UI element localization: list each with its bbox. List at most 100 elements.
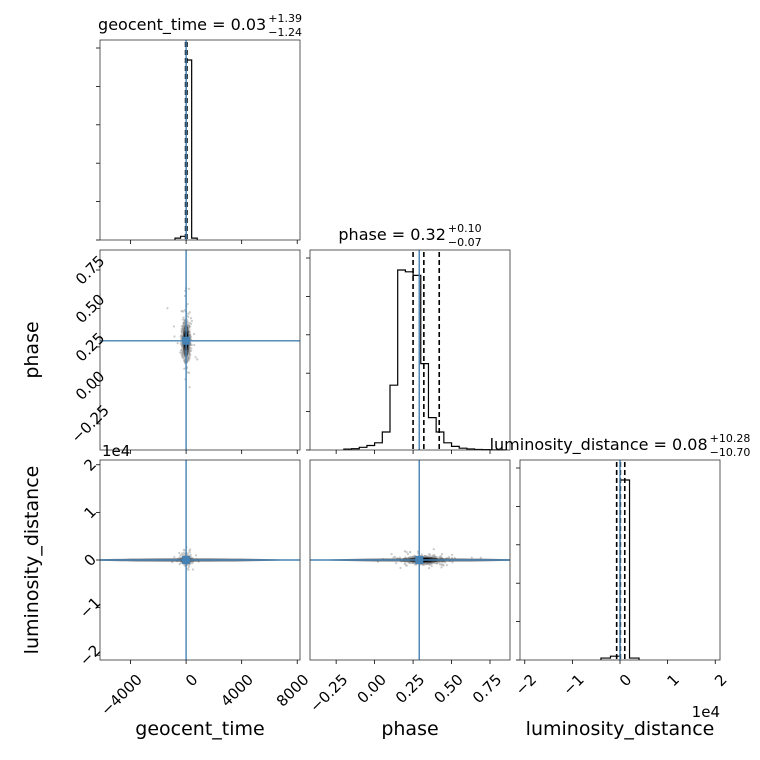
sample-point: [181, 318, 185, 321]
sample-point: [186, 371, 189, 374]
sample-point: [180, 310, 184, 313]
sample-point: [182, 329, 186, 332]
sample-point: [187, 312, 190, 315]
sample-point: [191, 561, 194, 564]
sample-point: [179, 554, 182, 557]
sample-point: [440, 566, 443, 569]
x-axis-label-luminosity_distance: luminosity_distance: [526, 718, 715, 740]
title-text: luminosity_distance = 0.08: [490, 435, 708, 455]
sample-point: [166, 307, 169, 310]
sample-point: [399, 566, 402, 570]
sample-point: [189, 333, 192, 337]
sample-point: [186, 354, 189, 358]
sample-point: [188, 549, 191, 552]
sample-point: [183, 367, 186, 370]
sample-point: [188, 330, 191, 334]
x-tick-label: 0.75: [469, 671, 505, 707]
sample-point: [392, 556, 395, 559]
sample-point: [179, 341, 182, 345]
x-tick-label: −2: [512, 671, 540, 699]
x-axis-label-phase: phase: [381, 718, 438, 740]
sample-point: [403, 550, 407, 553]
x-tick-label: 0.25: [392, 671, 428, 707]
sample-point: [423, 554, 427, 557]
sample-point: [413, 556, 416, 559]
sample-point: [182, 346, 185, 349]
sample-point: [429, 556, 432, 559]
y-tick-label: 0.50: [72, 290, 108, 326]
sample-point: [188, 350, 191, 353]
panel-frame: [309, 249, 511, 451]
sample-point: [189, 343, 193, 347]
sample-point: [178, 551, 181, 555]
sample-point: [179, 556, 182, 559]
y-offset-text: 1e4: [102, 442, 130, 460]
sample-point: [176, 342, 179, 345]
x-tick-label: 0: [616, 671, 635, 690]
sample-point: [190, 347, 193, 350]
sample-point: [180, 552, 183, 555]
sample-point: [450, 553, 454, 556]
truth-marker: [415, 556, 424, 564]
title-text: geocent_time = 0.03: [98, 15, 266, 35]
sample-point: [182, 333, 185, 336]
title-minus: −10.70: [710, 446, 751, 459]
sample-point: [180, 330, 183, 333]
panel-frame: [309, 459, 511, 661]
sample-point: [187, 287, 191, 290]
sample-point: [444, 561, 447, 564]
sample-point: [182, 324, 185, 327]
truth-marker: [182, 336, 191, 345]
sample-point: [181, 356, 184, 359]
sample-point: [470, 556, 473, 559]
x-tick-label: 2: [711, 671, 730, 690]
sample-point: [189, 349, 193, 353]
sample-point: [181, 354, 184, 357]
y-axis-label-luminosity_distance: luminosity_distance: [21, 466, 43, 655]
title-luminosity_distance: luminosity_distance = 0.08 +10.28−10.70: [490, 432, 751, 459]
sample-point: [186, 302, 189, 306]
truth-marker: [182, 556, 191, 564]
y-axis-label-phase: phase: [21, 321, 43, 378]
sample-point: [187, 348, 191, 351]
sample-point: [405, 551, 408, 554]
x-tick-label: 1: [663, 671, 682, 690]
y-tick-label: 0.00: [72, 367, 108, 403]
sample-point: [182, 350, 185, 353]
x-tick-label: −4000: [97, 671, 146, 720]
sample-point: [182, 551, 185, 554]
x-tick-label: 4000: [217, 671, 257, 711]
x-offset-text: 1e4: [692, 703, 720, 721]
y-tick-label: 0.75: [72, 252, 108, 288]
sample-point: [180, 337, 183, 340]
title-minus: −1.24: [268, 26, 302, 39]
sample-point: [390, 553, 393, 556]
sample-point: [406, 552, 410, 556]
sample-point: [188, 551, 191, 554]
sample-point: [182, 316, 185, 319]
scatter-phase-luminosity_distance: [323, 548, 510, 570]
sample-point: [451, 561, 454, 564]
title-plus: +0.10: [448, 222, 482, 235]
sample-point: [189, 553, 192, 556]
title-plus: +1.39: [268, 12, 302, 25]
x-axis-label-geocent_time: geocent_time: [135, 718, 264, 740]
sample-point: [173, 556, 176, 559]
sample-point: [435, 556, 438, 559]
sample-point: [445, 564, 449, 567]
sample-point: [188, 386, 191, 389]
data-layer: [100, 40, 640, 660]
sample-point: [190, 319, 193, 323]
sample-point: [187, 568, 190, 571]
sample-point: [479, 556, 482, 559]
sample-point: [183, 319, 186, 322]
sample-point: [431, 554, 435, 557]
sample-point: [193, 332, 196, 336]
sample-point: [440, 564, 443, 567]
sample-point: [182, 548, 185, 551]
y-tick-label: −0.25: [68, 401, 113, 446]
sample-point: [423, 562, 426, 565]
x-tick-label: 0.50: [431, 671, 467, 707]
sample-point: [190, 317, 193, 320]
